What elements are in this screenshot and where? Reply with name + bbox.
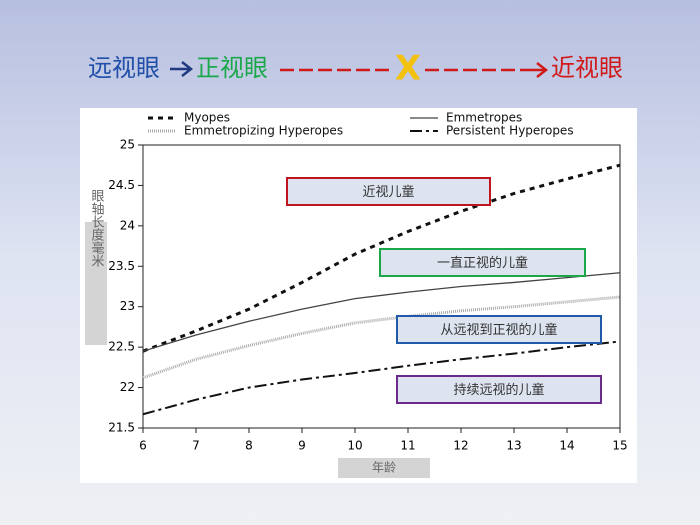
- legend-label: Persistent Hyperopes: [446, 124, 574, 138]
- y-tick-label: 22: [120, 380, 135, 394]
- annotation: 持续远视的儿童: [453, 382, 544, 398]
- x-tick-label: 13: [506, 439, 521, 453]
- y-tick-label: 22.5: [108, 340, 135, 354]
- series-line: [142, 272, 621, 352]
- y-label: 眼轴长度毫米: [89, 189, 105, 267]
- x-tick-label: 14: [559, 439, 574, 453]
- chart-panel: [80, 108, 637, 483]
- header-middle: 正视眼: [196, 54, 268, 82]
- header-left: 远视眼: [88, 54, 160, 82]
- legend-label: Emmetropizing Hyperopes: [184, 124, 343, 138]
- y-tick-label: 25: [120, 138, 135, 152]
- plot-frame: [142, 144, 621, 429]
- legend-label: Emmetropes: [446, 111, 522, 125]
- x-tick-label: 9: [298, 439, 306, 453]
- y-tick-label: 24.5: [108, 178, 135, 192]
- annotation-box: [396, 375, 602, 404]
- y-tick-label: 21.5: [108, 421, 135, 435]
- x-tick-label: 6: [139, 439, 147, 453]
- header-right: 近视眼: [551, 54, 623, 82]
- annotation-box: [379, 248, 586, 277]
- y-tick-label: 23: [120, 299, 135, 313]
- header-cross: X: [395, 49, 421, 89]
- y-label-box: [85, 222, 107, 345]
- arrow: [525, 62, 549, 78]
- y-tick-label: 23.5: [108, 259, 135, 273]
- x-tick-label: 11: [400, 439, 415, 453]
- series-line: [142, 163, 621, 353]
- legend-label: Myopes: [184, 111, 230, 125]
- chart: 21.5 22 22.5 23 23.5 24 24.5 25 6 7 8 9 10 11 12 13 14 15…: [85, 111, 628, 478]
- annotation-box: [286, 177, 491, 206]
- annotation: 近视儿童: [362, 184, 414, 200]
- x-tick-label: 7: [192, 439, 200, 453]
- x-tick-label: 15: [612, 439, 627, 453]
- annotation: 一直正视的儿童: [437, 255, 528, 271]
- x-label-box: [338, 458, 430, 478]
- y-tick-label: 24: [120, 218, 135, 232]
- arrow: [170, 61, 194, 77]
- x-tick-label: 12: [453, 439, 468, 453]
- x-tick-label: 10: [347, 439, 362, 453]
- annotation-box: [396, 315, 602, 344]
- x-label: 年龄: [372, 461, 396, 475]
- series-line: [142, 295, 621, 380]
- annotation: 从远视到正视的儿童: [440, 322, 557, 338]
- x-tick-label: 8: [245, 439, 253, 453]
